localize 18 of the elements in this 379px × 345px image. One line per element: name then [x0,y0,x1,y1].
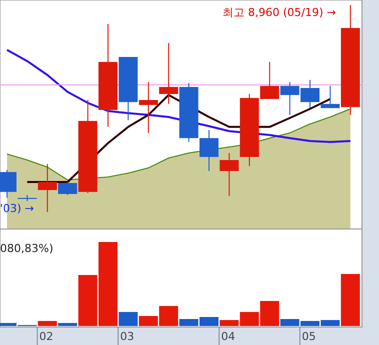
candlestick [138,82,158,134]
annotation: 080,83%) [0,242,54,255]
bar [340,274,360,326]
bar [58,322,78,326]
annotation: 최고 8,960 (05/19) → [222,6,336,19]
candlestick [38,163,57,212]
candlestick [58,181,78,196]
candlestick [200,130,218,172]
x-tick-label: 02 [39,330,54,343]
candlestick [220,152,239,197]
x-tick-label: 03 [120,330,134,343]
candlestick [159,42,178,104]
bar [118,312,138,326]
x-tick-label: 04 [221,330,236,343]
x-tick-label: 05 [302,330,316,343]
bar [38,320,57,326]
candlestick [320,85,340,109]
annotation: '03) → [0,202,34,215]
